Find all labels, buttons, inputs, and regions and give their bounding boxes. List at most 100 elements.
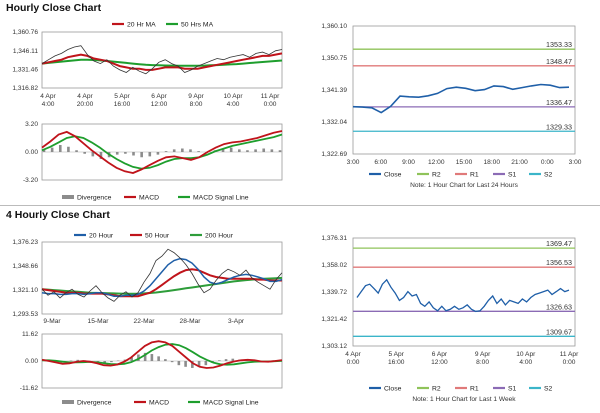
hourly-macd-chart: 3.20 0.00 -3.20 Divergence MACD MACD Signal L… [23,121,283,202]
divergence-bar [124,152,127,154]
x-tick-label: 10 Apr [223,93,243,100]
x-tick-label: 10 Apr [516,351,536,358]
divergence-bar [246,150,249,152]
y-tick-label: 1,331.46 [12,67,38,74]
divergence-bar [204,361,208,366]
four-hourly-price-chart: 20 Hour 50 Hour 200 Hour 1,376.23 1,348.66 1,… [12,233,283,325]
divergence-bar [224,359,228,361]
x-tick-label: 28-Mar [180,318,202,325]
y-tick-label: 1,346.11 [13,48,39,55]
x-tick-label: 6 Apr [432,351,448,358]
divergence-bar [130,357,133,361]
x-tick-label: 16:00 [388,359,405,366]
divergence-bar [221,148,225,152]
legend-50-hour-label: 50 Hour [145,233,170,240]
legend-divergence-label: Divergence [77,195,112,202]
legend-20-hour-label: 20 Hour [89,233,114,240]
divergence-bar [99,152,103,159]
close-price-line [352,83,570,114]
divergence-bar [148,152,152,157]
y-tick-label: 1,348.66 [12,263,38,270]
legend-macd-signal-label: MACD Signal Line [203,400,259,407]
x-tick-label: 6 Apr [151,93,167,100]
divergence-bar [184,361,187,367]
legend-macd-label: MACD [139,195,159,202]
four-hourly-macd-chart: 11.62 0.00 -11.62 Divergence MACD MACD Signal… [20,331,283,407]
y-tick-label: 1,322.69 [321,151,347,158]
chart-note: Note: 1 Hour Chart for Last 1 Week [412,396,516,403]
divergence-bar [218,360,221,361]
y-tick-label: 3.20 [25,121,38,128]
x-tick-label: 6:00 [374,159,387,166]
level-s1-label: 1336.47 [546,98,572,107]
hourly-section-title: Hourly Close Chart [6,2,102,14]
divergence-bar [189,149,192,152]
divergence-bar [181,148,184,152]
divergence-bar [270,149,274,152]
macd-signal-line [41,133,283,170]
divergence-bar [110,361,113,363]
divergence-bar [76,359,80,361]
x-tick-label: 11 Apr [560,351,579,358]
hourly-price-plot-frame [41,31,283,89]
legend-20hr-ma-label: 20 Hr MA [127,22,156,29]
y-tick-label: 1,321.10 [12,287,38,294]
x-tick-label: 8:00 [190,101,203,108]
y-tick-label: 1,293.53 [12,311,38,318]
y-tick-label: 1,303.12 [321,343,347,350]
x-tick-label: 5 Apr [114,93,130,100]
x-tick-label: 12:00 [151,101,168,108]
level-r2-label: 1369.47 [546,239,572,248]
divergence-bar [172,149,176,152]
close-price-line [41,45,283,75]
legend-close-label: Close [384,172,402,179]
divergence-bar [197,361,201,368]
x-tick-label: 8:00 [476,359,489,366]
ma-20-line [41,52,283,71]
divergence-bar [137,354,140,361]
level-s1-label: 1326.63 [546,302,572,311]
y-tick-label: 1,360.76 [12,29,38,36]
divergence-bar [254,149,257,152]
x-tick-label: 15:00 [456,159,473,166]
x-tick-label: 20:00 [77,101,94,108]
divergence-bar [132,152,135,156]
divergence-bar [91,152,95,157]
legend-s1-label: S1 [508,386,517,393]
divergence-bar [197,151,200,152]
x-tick-label: 16:00 [114,101,131,108]
legend-close-label: Close [384,386,402,393]
four-hourly-section-title: 4 Hourly Close Chart [6,209,110,221]
divergence-bar [50,147,54,152]
y-tick-label: 1,360.10 [321,23,347,30]
divergence-bar [164,359,167,361]
hourly-levels-plot-frame [352,25,576,155]
x-tick-label: 4:00 [227,101,240,108]
x-tick-label: 0:00 [264,101,277,108]
divergence-bar [164,151,168,152]
y-tick-label: 1,332.04 [321,119,347,126]
y-tick-label: 11.62 [22,331,38,338]
x-tick-label: 4 Apr [345,351,361,358]
divergence-bar [157,356,160,361]
x-tick-label: 5 Apr [388,351,404,358]
y-tick-label: 0.00 [25,358,38,365]
legend-r1-label: R1 [470,172,479,179]
level-r1-label: 1348.47 [546,57,572,66]
ma-20-line [41,257,283,297]
x-tick-label: 0:00 [563,359,576,366]
divergence-bar [156,152,160,155]
hourly-price-chart: 20 Hr MA 50 Hrs MA 1,360.76 1,346.11 1,331.4… [12,22,283,108]
divergence-bar [140,152,143,158]
x-tick-label: 4 Apr [77,93,93,100]
y-tick-label: 1,321.42 [321,316,347,323]
macd-signal-line [42,343,283,366]
legend-macd-label: MACD [149,400,169,407]
x-tick-label: 3:00 [569,159,582,166]
divergence-bar [67,146,70,152]
x-tick-label: 3:00 [347,159,360,166]
divergence-bar [238,149,241,152]
level-s2-label: 1329.33 [546,122,572,131]
x-tick-label: 0:00 [347,359,360,366]
divergence-bar [278,150,282,152]
